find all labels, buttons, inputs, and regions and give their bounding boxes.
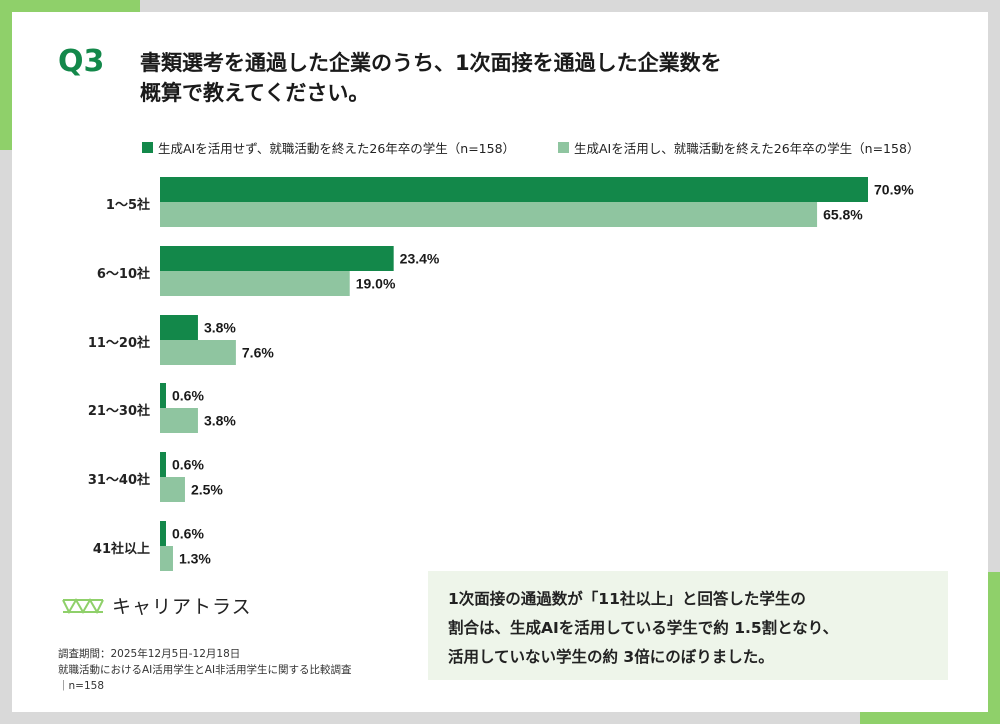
accent-bar-bottom-right (860, 712, 1000, 724)
value-label: 2.5% (191, 482, 223, 498)
accent-bar-right (988, 572, 1000, 724)
summary-box: 1次面接の通過数が「11社以上」と回答した学生の 割合は、生成AIを活用している… (428, 571, 948, 680)
category-label: 6〜10社 (96, 267, 150, 282)
category-label: 1〜5社 (105, 198, 150, 213)
bar-ai (160, 546, 173, 571)
triangle-truss-icon (62, 597, 104, 614)
summary-line-2: 割合は、生成AIを活用している学生で約 1.5割となり、 (448, 619, 839, 637)
value-label: 1.3% (179, 551, 211, 567)
question-label: Q3 (58, 44, 105, 79)
value-label: 19.0% (356, 276, 396, 292)
value-label: 23.4% (400, 251, 440, 267)
bar-ai (160, 340, 236, 365)
legend-swatch-dark (142, 142, 153, 153)
value-label: 0.6% (172, 388, 204, 404)
value-label: 70.9% (874, 182, 914, 198)
category-label: 31〜40社 (87, 473, 150, 488)
logo-text: キャリアトラス (112, 596, 252, 618)
bar-no-ai (160, 246, 394, 271)
value-label: 3.8% (204, 320, 236, 336)
value-label: 7.6% (242, 345, 274, 361)
title-line-1: 書類選考を通過した企業のうち、1次面接を通過した企業数を (140, 51, 722, 75)
survey-period: 調査期間：2025年12月5日-12月18日 (58, 648, 241, 660)
bar-no-ai (160, 177, 868, 202)
value-label: 3.8% (204, 413, 236, 429)
bar-no-ai (160, 315, 198, 340)
bar-ai (160, 477, 185, 502)
title-line-2: 概算で教えてください。 (140, 81, 370, 105)
bar-no-ai (160, 452, 166, 477)
accent-bar-top-left (0, 0, 140, 12)
summary-line-1: 1次面接の通過数が「11社以上」と回答した学生の (448, 590, 806, 608)
bar-ai (160, 202, 818, 227)
legend-label-no-ai: 生成AIを活用せず、就職活動を終えた26年卒の学生（n=158） (158, 141, 516, 156)
bar-no-ai (160, 521, 166, 546)
category-label: 11〜20社 (87, 336, 150, 351)
legend-label-ai: 生成AIを活用し、就職活動を終えた26年卒の学生（n=158） (574, 141, 920, 156)
legend-swatch-light (558, 142, 569, 153)
bar-no-ai (160, 383, 166, 408)
legend-item-ai: 生成AIを活用し、就職活動を終えた26年卒の学生（n=158） (558, 138, 919, 157)
summary-line-3: 活用していない学生の約 3倍にのぼりました。 (448, 648, 774, 666)
accent-bar-left (0, 0, 12, 150)
value-label: 0.6% (172, 457, 204, 473)
survey-title: 就職活動におけるAI活用学生とAI非活用学生に関する比較調査 (58, 664, 352, 676)
sample-size: ｜n=158 (58, 680, 104, 692)
bar-ai (160, 408, 198, 433)
category-label: 41社以上 (92, 542, 150, 557)
value-label: 0.6% (172, 526, 204, 542)
bar-ai (160, 271, 350, 296)
brand-logo: キャリアトラス (62, 592, 252, 619)
legend-item-no-ai: 生成AIを活用せず、就職活動を終えた26年卒の学生（n=158） (142, 138, 515, 157)
question-title: 書類選考を通過した企業のうち、1次面接を通過した企業数を 概算で教えてください。 (140, 48, 722, 108)
value-label: 65.8% (823, 207, 863, 223)
category-label: 21〜30社 (87, 404, 150, 419)
